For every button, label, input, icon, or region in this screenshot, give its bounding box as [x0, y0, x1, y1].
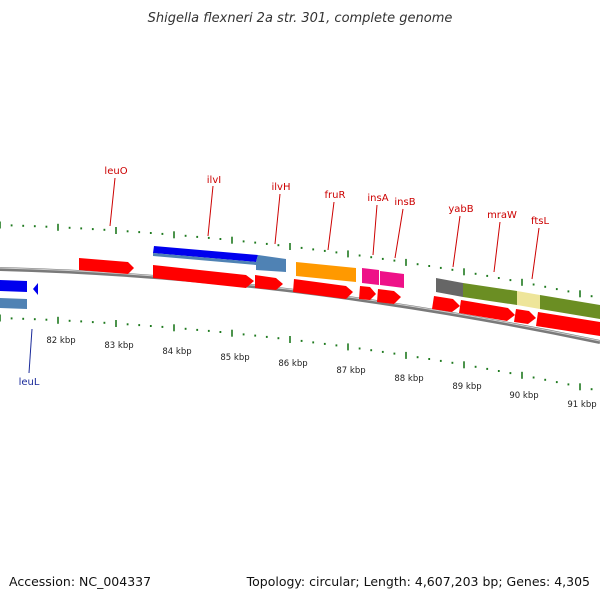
feature-ilvI-gene[interactable]: [153, 246, 258, 262]
scale-label-89: 89 kbp: [452, 382, 481, 392]
leader-ilvH: [274, 193, 281, 245]
scale-label-87: 87 kbp: [336, 366, 365, 376]
scale-label-83: 83 kbp: [104, 341, 133, 351]
leader-yabB: [452, 215, 461, 268]
scale-label-84: 84 kbp: [162, 347, 191, 357]
leader-insB: [394, 208, 404, 259]
gene-label-leuO[interactable]: leuO: [104, 166, 127, 177]
feature-mraW-gene[interactable]: [463, 283, 517, 305]
gene-label-fruR[interactable]: fruR: [325, 190, 346, 201]
gene-label-ftsL[interactable]: ftsL: [531, 216, 549, 227]
feature-leuL-cds-band: [0, 298, 27, 309]
scale-label-90: 90 kbp: [509, 391, 538, 401]
label-leaders: [109, 177, 540, 280]
leader-ilvI: [207, 185, 214, 237]
genome-summary: Topology: circular; Length: 4,607,203 bp…: [246, 574, 590, 589]
leader-leuL: [28, 328, 33, 374]
map-title: Shigella flexneri 2a str. 301, complete …: [148, 11, 453, 26]
feature-leuL-arrowhead: [33, 283, 38, 295]
forward-gene-track: [153, 246, 600, 319]
scale-label-82: 82 kbp: [46, 336, 75, 346]
gene-label-leuL[interactable]: leuL: [19, 377, 40, 388]
cds-arrow-yabB[interactable]: [432, 296, 460, 312]
cds-arrow-ilvH[interactable]: [255, 275, 283, 290]
inner-ticks: [0, 314, 593, 391]
gene-label-insB[interactable]: insB: [394, 197, 415, 208]
feature-insA-gene[interactable]: [362, 268, 379, 285]
scale-label-88: 88 kbp: [394, 374, 423, 384]
gene-label-ilvH[interactable]: ilvH: [272, 182, 291, 193]
outer-ticks: [0, 221, 593, 298]
genome-backbone-highlight: [0, 267, 600, 342]
cds-arrow-insB[interactable]: [377, 289, 401, 304]
cds-arrow-ftsI[interactable]: [536, 312, 600, 336]
gene-label-yabB[interactable]: yabB: [448, 204, 473, 215]
cds-arrow-insA[interactable]: [359, 286, 376, 300]
feature-yabB-gene[interactable]: [436, 278, 463, 297]
scale-label-85: 85 kbp: [220, 353, 249, 363]
scale-labels: 82 kbp 83 kbp 84 kbp 85 kbp 86 kbp 87 kb…: [46, 336, 596, 410]
feature-ilvI-band: [153, 253, 256, 265]
cds-arrow-ftsL[interactable]: [514, 309, 536, 324]
cds-arrow-leuO[interactable]: [79, 258, 134, 274]
cds-arrow-mraW[interactable]: [459, 300, 515, 321]
gene-label-ilvI[interactable]: ilvI: [207, 175, 221, 186]
feature-fruR-gene[interactable]: [296, 262, 356, 282]
cds-arrow-ilvI[interactable]: [153, 265, 254, 288]
gene-label-insA[interactable]: insA: [367, 193, 388, 204]
gene-label-mraW[interactable]: mraW: [487, 210, 517, 221]
feature-leuL-gene[interactable]: [0, 280, 27, 292]
feature-ftsI-gene[interactable]: [540, 295, 600, 319]
forward-cds-track: [79, 258, 600, 336]
cds-arrow-fruR[interactable]: [293, 279, 353, 299]
scale-label-86: 86 kbp: [278, 359, 307, 369]
leader-fruR: [327, 201, 335, 251]
leader-leuO: [109, 177, 116, 227]
scale-label-91: 91 kbp: [567, 400, 596, 410]
leader-mraW: [493, 221, 501, 273]
accession-label: Accession: NC_004337: [9, 574, 151, 589]
feature-insB-gene[interactable]: [380, 271, 404, 288]
leader-insA: [372, 204, 378, 256]
leader-ftsL: [531, 227, 540, 280]
feature-ilvH-gene[interactable]: [256, 255, 286, 272]
feature-ftsL-gene[interactable]: [517, 291, 540, 309]
reverse-features: [0, 280, 38, 309]
gene-labels: leuO ilvI ilvH fruR insA insB yabB mraW …: [104, 166, 549, 227]
